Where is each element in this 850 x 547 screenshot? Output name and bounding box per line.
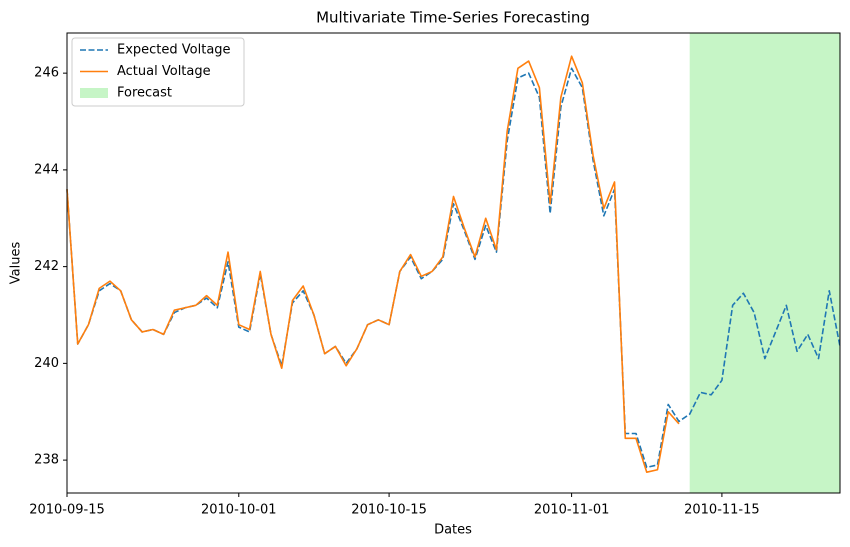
y-tick-label: 246 [34, 66, 59, 81]
y-axis-label: Values [9, 242, 24, 285]
y-tick-label: 244 [34, 162, 59, 177]
x-tick-label: 2010-10-01 [201, 503, 277, 518]
y-tick-label: 238 [34, 453, 59, 468]
x-axis-label: Dates [434, 523, 472, 538]
y-tick-label: 240 [34, 356, 59, 371]
forecast-region [689, 33, 840, 493]
chart-title: Multivariate Time-Series Forecasting [316, 9, 590, 27]
x-tick-label: 2010-11-01 [534, 503, 610, 518]
x-tick-label: 2010-10-15 [351, 503, 427, 518]
x-tick-label: 2010-09-15 [29, 503, 105, 518]
legend-label: Expected Voltage [117, 43, 231, 58]
legend-label: Forecast [117, 86, 172, 101]
legend-box [71, 37, 245, 107]
legend: Expected Voltage Actual Voltage Forecast [71, 37, 245, 107]
legend-swatch [80, 88, 108, 98]
series-line [66, 55, 680, 473]
x-tick-label: 2010-11-15 [684, 503, 760, 518]
series-line [66, 67, 841, 469]
plot-frame [66, 32, 841, 494]
y-tick-label: 242 [34, 259, 59, 274]
legend-label: Actual Voltage [117, 64, 211, 79]
